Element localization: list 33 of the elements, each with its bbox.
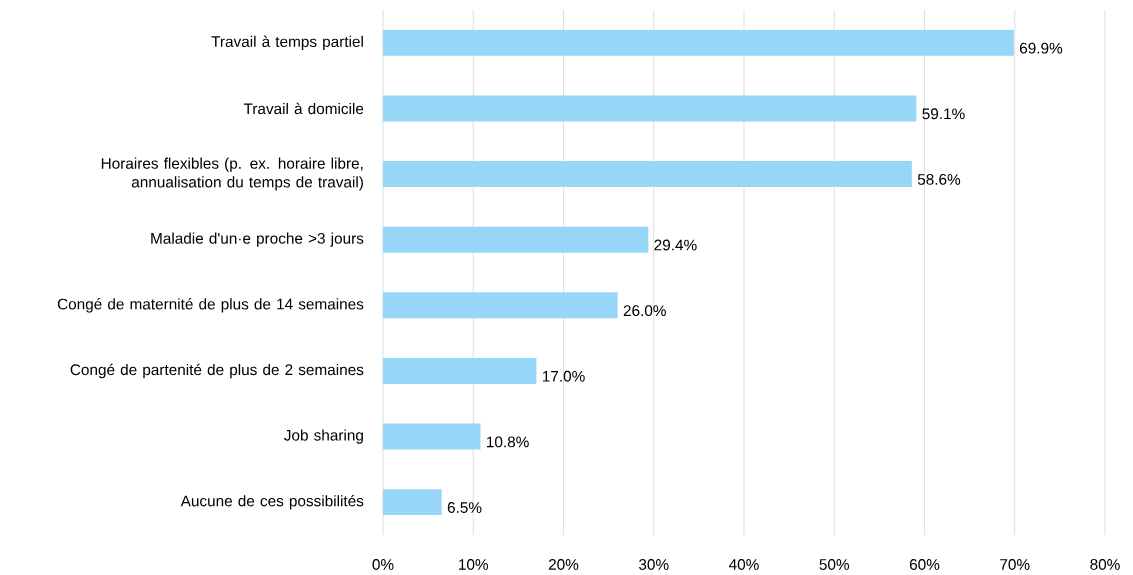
bar	[383, 29, 1014, 56]
bar	[383, 489, 442, 516]
x-tick-label: 0%	[372, 559, 394, 570]
x-tick-label: 50%	[819, 559, 850, 570]
data-label: 69.9%	[1019, 42, 1063, 54]
bar	[383, 95, 917, 122]
bar	[383, 161, 912, 188]
x-tick-label: 80%	[1090, 559, 1120, 570]
y-tick-label: Job sharing	[284, 429, 363, 444]
data-label: 58.6%	[917, 173, 961, 185]
bar	[383, 292, 618, 319]
y-tick-label: Travail à temps partiel	[211, 35, 363, 51]
x-tick-label: 60%	[909, 559, 940, 570]
data-label: 17.0%	[542, 370, 585, 382]
y-tick-label: Maladie d'un·e proche >3 jours	[151, 232, 364, 247]
x-tick-label: 40%	[729, 559, 759, 570]
data-label: 29.4%	[654, 239, 697, 251]
bar	[383, 423, 481, 450]
x-tick-label: 20%	[548, 559, 579, 570]
x-tick-label: 70%	[1000, 559, 1030, 570]
bar	[383, 226, 649, 253]
x-tick-label: 30%	[638, 559, 669, 570]
y-tick-label: Aucune de ces possibilités	[180, 494, 364, 510]
y-tick-label: Congé de maternité de plus de 14 semaines	[57, 298, 364, 313]
y-tick-label: Travail à domicile	[243, 102, 364, 115]
data-label: 26.0%	[623, 305, 666, 317]
data-label: 10.8%	[487, 436, 529, 448]
bar	[383, 357, 537, 384]
y-tick-label: Congé de partenité de plus de 2 semaines	[70, 363, 364, 379]
data-label: 6.5%	[447, 502, 482, 513]
y-tick-label: Horaires flexibles (p. ex. horaire libre, annualisation du temps de travail)	[101, 157, 363, 191]
data-label: 59.1%	[922, 108, 965, 120]
x-tick-label: 10%	[459, 559, 489, 570]
